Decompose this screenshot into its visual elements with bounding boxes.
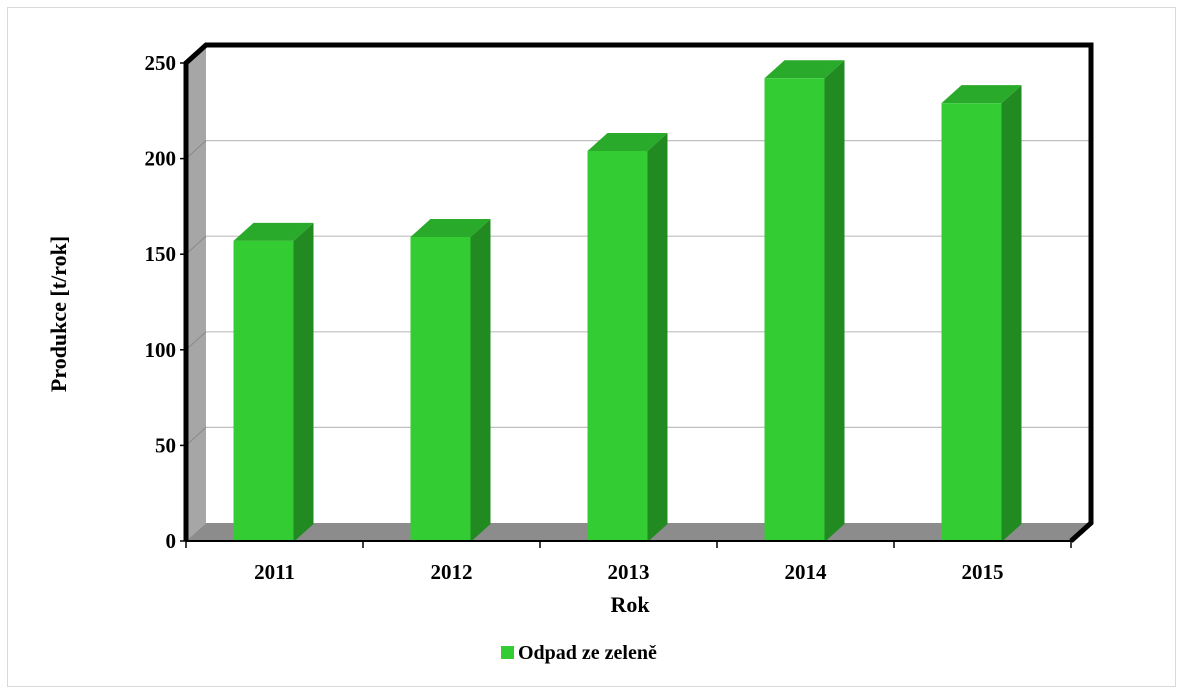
bar-side [824,60,845,543]
gridline [185,331,207,351]
bar-top [410,218,491,237]
y-tick-label: 100 [145,338,177,362]
x-axis-title: Rok [610,592,650,617]
legend-label: Odpad ze zeleně [518,642,657,664]
bar [410,236,471,542]
bars [233,60,1022,543]
gridline [185,427,207,446]
x-tick-label: 2013 [608,560,650,584]
x-tick-label: 2012 [431,560,473,584]
bar-side [647,132,668,542]
bar [233,240,294,543]
x-tick-label: 2015 [962,560,1004,584]
bar-top [764,60,845,79]
axes [180,42,1094,548]
bar-side [293,222,314,543]
bar [764,78,825,543]
bar [941,103,1002,542]
bar-top [233,222,314,241]
y-tick-label: 0 [166,529,177,553]
y-tick-labels: 0 50 100 150 200 250 [145,51,177,553]
bar-side [1001,85,1022,542]
bar-top [941,85,1022,104]
bar-top [587,132,668,151]
x-tick-label: 2014 [785,560,828,584]
side-wall [186,45,206,541]
gridline [185,235,207,255]
y-tick-label: 200 [145,147,177,171]
x-tick-label: 2011 [254,560,295,584]
legend-swatch [501,646,514,659]
bar [587,150,648,542]
bar-chart: 0 50 100 150 200 250 2011 2012 2013 2014 2015 Pro… [46,42,1094,664]
y-tick-label: 150 [145,242,177,266]
chart-frame: 0 50 100 150 200 250 2011 2012 2013 2014 2015 Pro… [7,7,1176,687]
y-tick-label: 250 [145,51,177,75]
bar-side [470,218,491,542]
y-axis-title: Produkce [t/rok] [46,236,71,392]
legend: Odpad ze zeleně [501,642,657,664]
gridline [185,140,207,159]
y-tick-label: 50 [155,433,176,457]
x-tick-labels: 2011 2012 2013 2014 2015 [254,560,1003,584]
